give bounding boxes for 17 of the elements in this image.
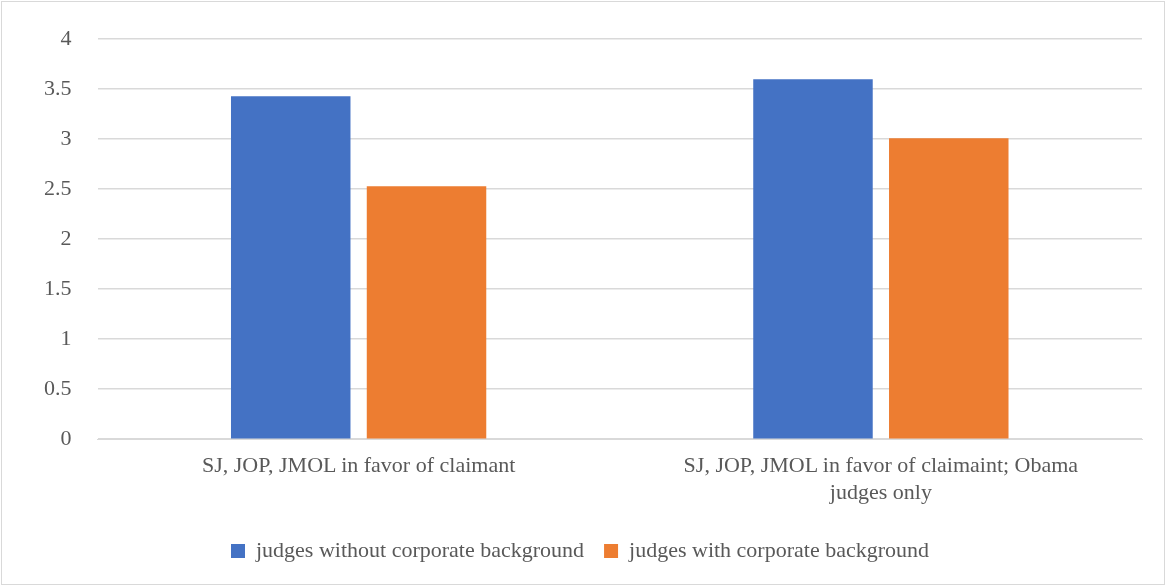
bar (889, 138, 1009, 439)
bar (366, 186, 487, 439)
y-tick-label: 2 (60, 224, 72, 250)
bar (753, 79, 873, 439)
y-tick-label: 3 (60, 124, 72, 150)
x-tick-label: SJ, JOP, JMOL in favor of claimant (201, 452, 516, 478)
x-tick-label: SJ, JOP, JMOL in favor of claimaint; Obama judges only (683, 452, 1079, 504)
legend-label: judges with corporate background (628, 536, 930, 562)
y-tick-label: 2.5 (44, 174, 72, 200)
legend-label: judges without corporate background (254, 536, 585, 562)
y-tick-label: 0 (60, 424, 72, 450)
y-tick-label: 1 (60, 324, 72, 350)
y-tick-label: 4 (60, 24, 72, 50)
y-tick-label: 3.5 (44, 74, 72, 100)
bar (230, 96, 351, 439)
y-tick-label: 1.5 (44, 274, 72, 300)
y-tick-label: 0.5 (44, 374, 72, 400)
